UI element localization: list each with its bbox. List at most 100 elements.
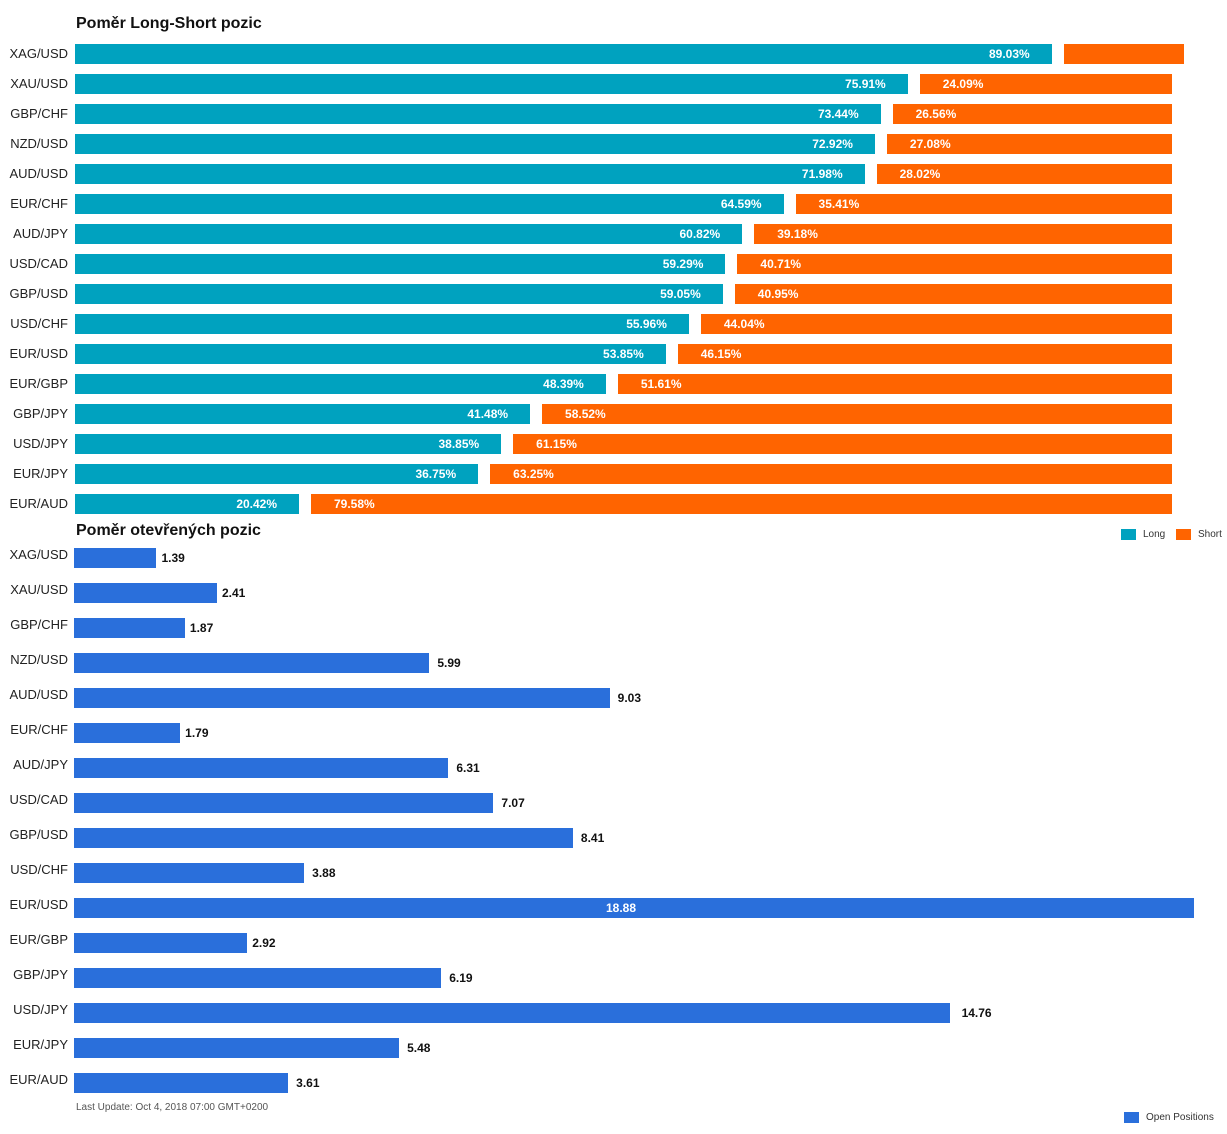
long-bar (75, 284, 723, 304)
long-value-label: 71.98% (801, 167, 843, 181)
open-positions-chart-title: Poměr otevřených pozic (76, 522, 261, 539)
open-positions-value-label: 1.39 (161, 551, 185, 565)
long-bar (75, 314, 689, 334)
long-value-label: 53.85% (603, 347, 644, 361)
short-value-label: 26.56% (915, 107, 957, 121)
short-value-label: 63.25% (513, 467, 554, 481)
long-value-label: 64.59% (720, 197, 762, 211)
category-label: EUR/CHF (10, 722, 68, 737)
open-positions-bar (74, 548, 157, 568)
open-positions-bar (74, 688, 610, 708)
long-value-label: 38.85% (438, 437, 480, 451)
short-bar (754, 224, 1172, 244)
open-positions-value-label: 5.99 (437, 656, 461, 670)
legend-swatch (1176, 529, 1191, 540)
short-bar (737, 254, 1172, 274)
long-value-label: 59.29% (662, 257, 704, 271)
category-label: EUR/AUD (9, 1072, 68, 1087)
open-positions-bar (74, 1003, 950, 1023)
long-value-label: 55.96% (626, 317, 667, 331)
open-positions-bar (74, 828, 573, 848)
long-short-chart-title: Poměr Long-Short pozic (76, 15, 262, 32)
long-bar (75, 194, 784, 214)
long-value-label: 48.39% (543, 377, 584, 391)
legend-label: Short (1198, 529, 1222, 540)
short-value-label: 51.61% (640, 377, 682, 391)
short-bar (617, 374, 1172, 394)
category-label: AUD/USD (9, 166, 68, 181)
open-positions-value-label: 1.87 (189, 621, 214, 635)
open-positions-bar (74, 898, 1194, 918)
open-positions-bar (74, 968, 442, 988)
open-positions-value-label: 1.79 (185, 726, 209, 740)
legend-swatch (1121, 529, 1136, 540)
short-value-label: 28.02% (899, 167, 941, 181)
open-positions-bar (74, 723, 181, 743)
category-label: GBP/USD (9, 286, 68, 301)
category-label: EUR/USD (9, 346, 68, 361)
short-bar (677, 344, 1172, 364)
category-label: EUR/USD (9, 897, 68, 912)
category-label: USD/JPY (13, 436, 68, 451)
long-bar (75, 254, 726, 274)
category-label: GBP/CHF (10, 106, 68, 121)
category-label: GBP/JPY (13, 967, 68, 982)
open-positions-value-label: 2.41 (221, 586, 246, 600)
open-positions-bar (74, 863, 305, 883)
open-positions-bar (74, 933, 248, 953)
short-value-label: 40.71% (760, 257, 802, 271)
category-label: NZD/USD (10, 136, 68, 151)
category-label: EUR/GBP (9, 932, 68, 947)
long-value-label: 89.03% (988, 47, 1030, 61)
legend-label: Long (1143, 529, 1166, 540)
open-positions-value-label: 6.19 (449, 971, 473, 985)
open-positions-value-label: 9.03 (617, 691, 642, 705)
category-label: XAU/USD (10, 76, 68, 91)
short-value-label: 61.15% (536, 437, 577, 451)
short-value-label: 35.41% (818, 197, 860, 211)
short-bar (513, 434, 1172, 454)
short-bar (876, 164, 1172, 184)
long-bar (75, 164, 865, 184)
short-bar (700, 314, 1172, 334)
category-label: USD/CHF (10, 316, 68, 331)
category-label: XAG/USD (9, 46, 68, 61)
long-value-label: 72.92% (812, 137, 853, 151)
category-label: XAG/USD (9, 547, 68, 562)
legend-swatch (1124, 1112, 1139, 1123)
long-bar (75, 224, 743, 244)
long-value-label: 60.82% (679, 227, 721, 241)
category-label: EUR/AUD (9, 496, 68, 511)
open-positions-value-label: 5.48 (407, 1041, 431, 1055)
long-bar (75, 74, 908, 94)
category-label: EUR/CHF (10, 196, 68, 211)
open-positions-value-label: 3.61 (296, 1076, 320, 1090)
category-label: GBP/CHF (10, 617, 68, 632)
short-value-label: 39.18% (777, 227, 818, 241)
open-positions-value-label: 6.31 (456, 761, 480, 775)
short-value-label: 27.08% (909, 137, 951, 151)
category-label: AUD/JPY (13, 226, 68, 241)
open-positions-bar (74, 1073, 289, 1093)
short-value-label: 44.04% (723, 317, 765, 331)
short-value-label: 40.95% (757, 287, 799, 301)
category-label: AUD/JPY (13, 757, 68, 772)
long-bar (75, 464, 479, 484)
short-bar (490, 464, 1172, 484)
long-bar (75, 374, 606, 394)
short-bar (886, 134, 1172, 154)
open-positions-bar (74, 618, 185, 638)
category-label: USD/CHF (10, 862, 68, 877)
long-bar (75, 434, 502, 454)
long-bar (75, 104, 881, 124)
category-label: EUR/JPY (13, 1037, 68, 1052)
long-bar (75, 404, 531, 424)
open-positions-bar (74, 1038, 400, 1058)
long-value-label: 73.44% (817, 107, 859, 121)
category-label: GBP/JPY (13, 406, 68, 421)
category-label: USD/CAD (9, 792, 68, 807)
category-label: XAU/USD (10, 582, 68, 597)
open-positions-value-label: 18.88 (606, 901, 637, 915)
long-value-label: 20.42% (236, 497, 278, 511)
short-bar (734, 284, 1172, 304)
